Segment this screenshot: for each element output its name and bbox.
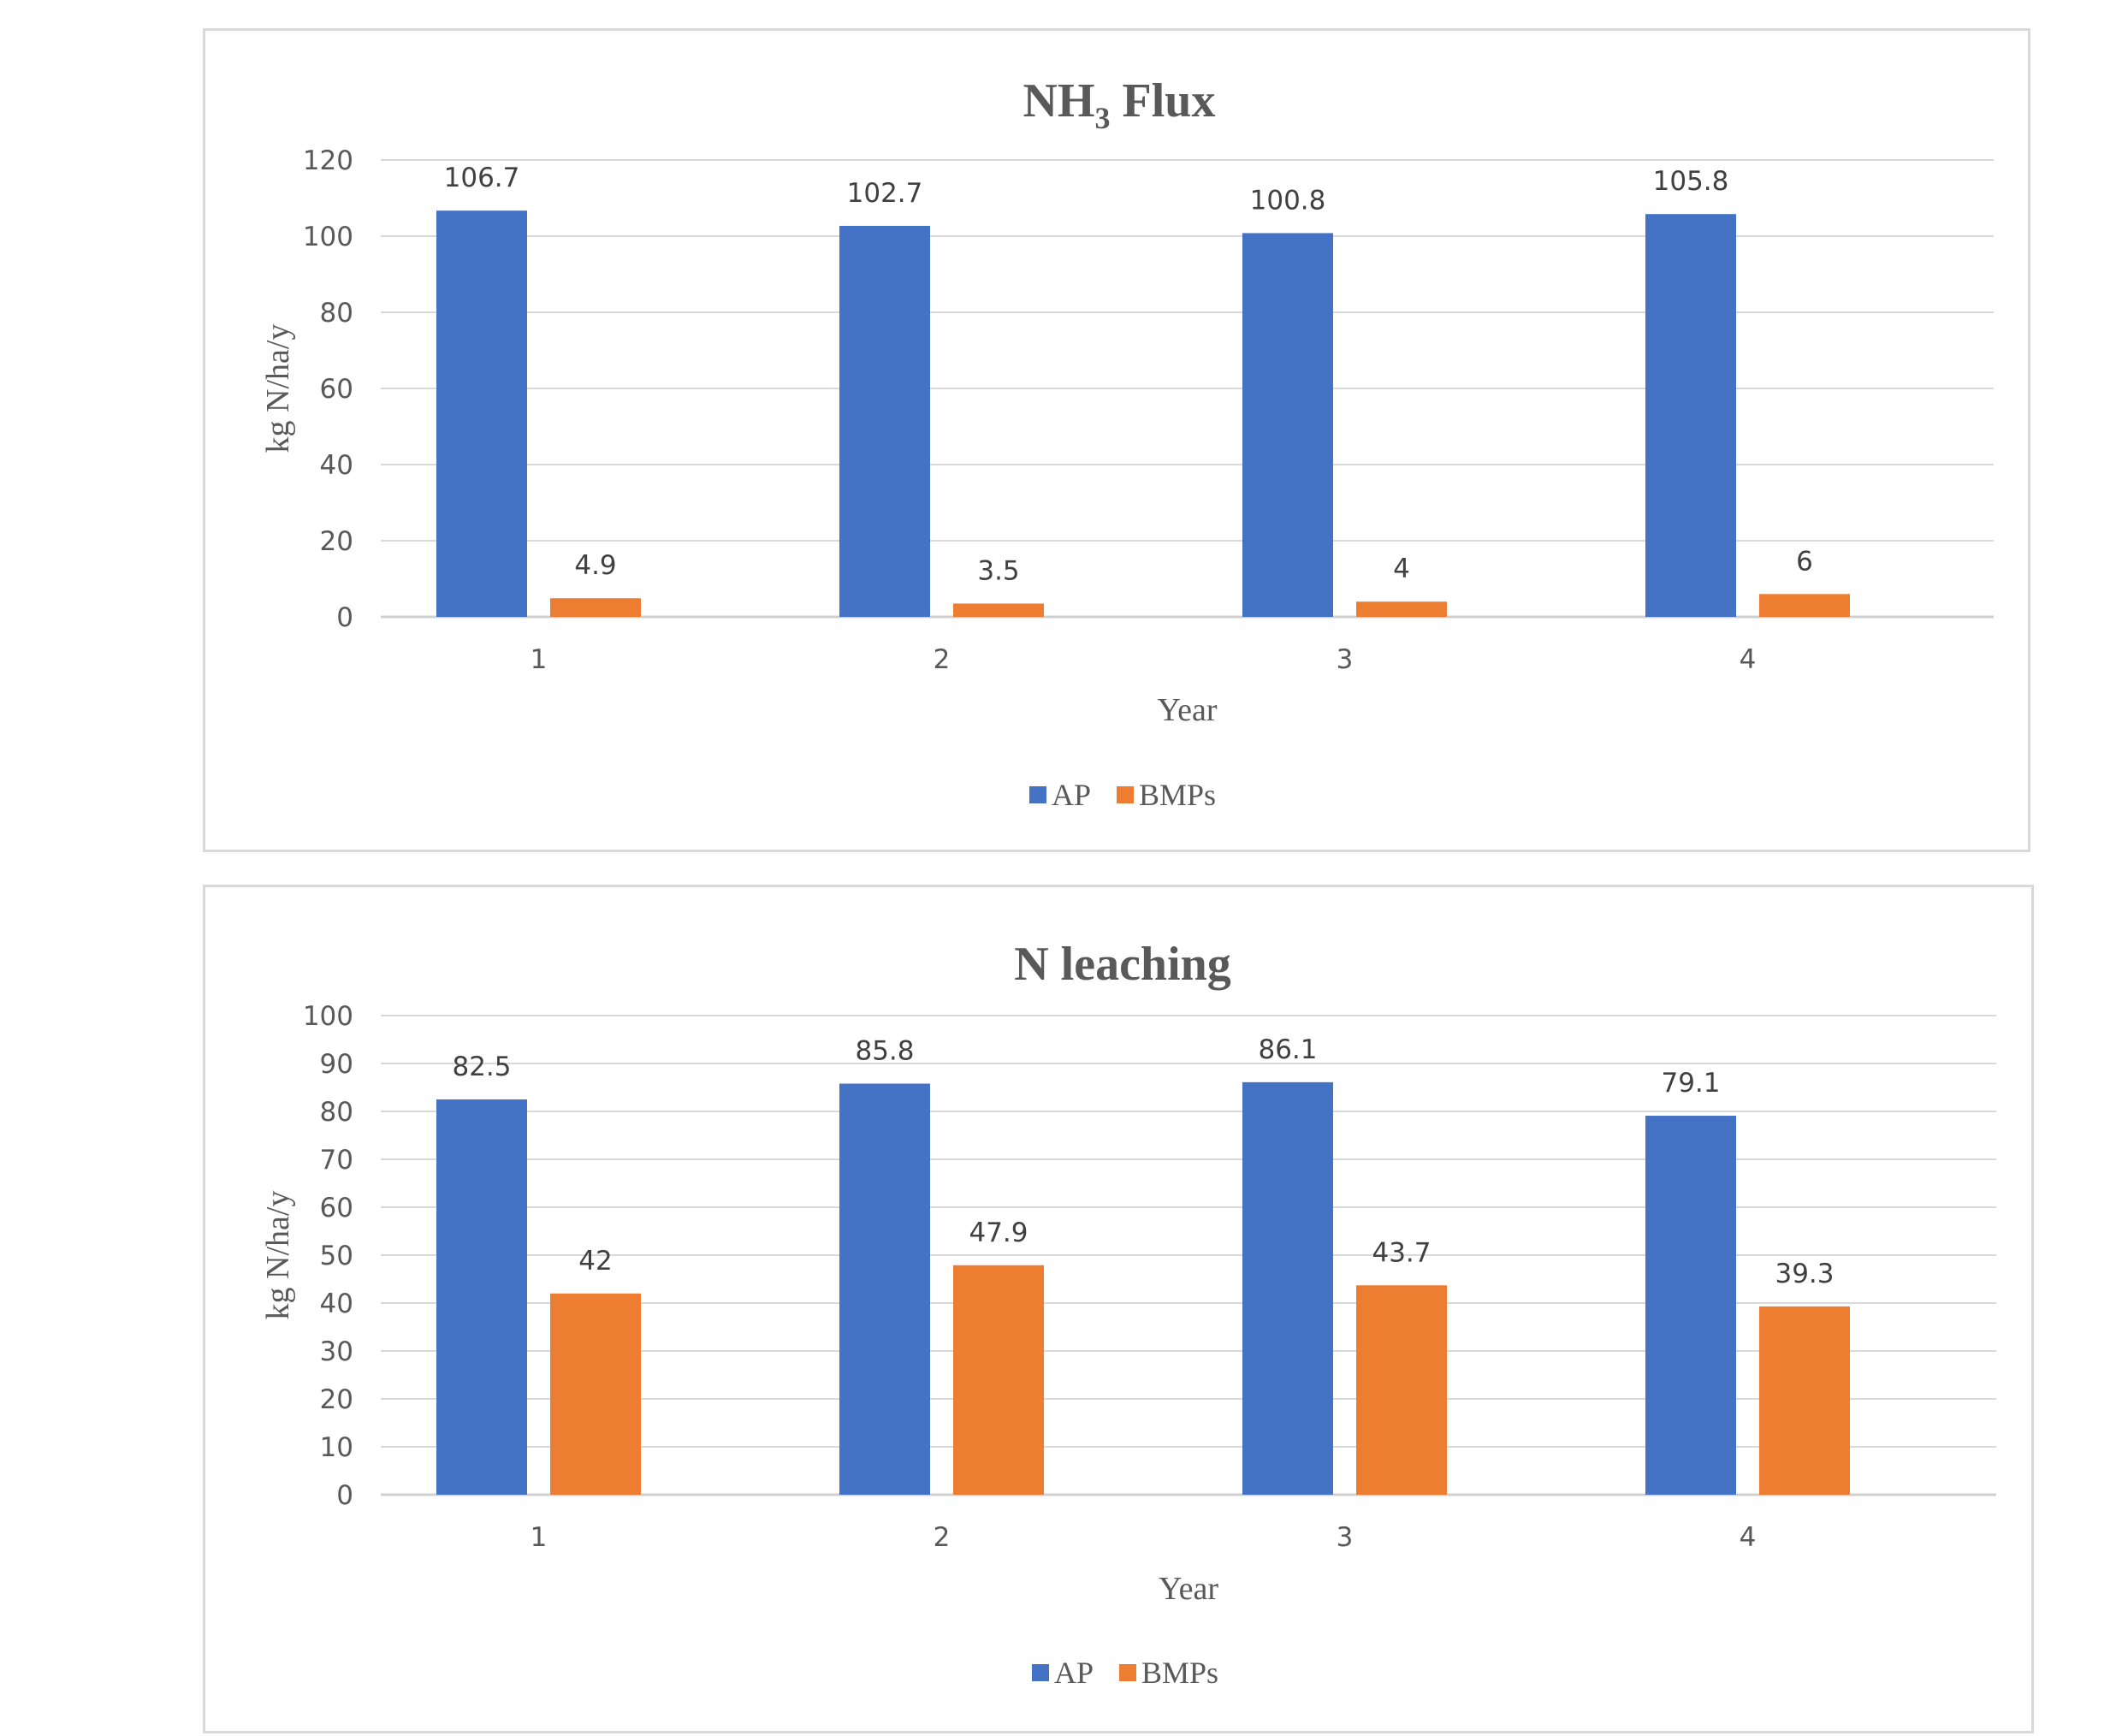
y-tick-label: 0 [336, 1480, 353, 1511]
legend-swatch-ap [1032, 1664, 1049, 1681]
chart-panel-nh3-flux: NH3 Flux 0 20 40 60 80 100 120 106.7 4.9 1 102.7 3.5… [203, 28, 2030, 852]
data-label: 86.1 [1258, 1034, 1317, 1065]
legend-swatch-bmps [1117, 786, 1134, 803]
x-axis-title: Year [1159, 1571, 1218, 1607]
bar-bmps [953, 1265, 1044, 1495]
data-label: 106.7 [444, 163, 520, 193]
y-tick-label: 0 [336, 602, 353, 633]
x-tick-label: 2 [934, 1522, 951, 1553]
data-label: 100.8 [1250, 185, 1326, 216]
x-axis-title: Year [1157, 692, 1217, 728]
bar-bmps [1356, 601, 1447, 617]
data-label: 6 [1796, 546, 1813, 577]
x-tick-label: 3 [1337, 644, 1354, 675]
chart-title-main: NH [1023, 74, 1095, 127]
y-tick-label: 20 [320, 1384, 353, 1415]
y-tick-label: 10 [320, 1432, 353, 1463]
bar-ap [1242, 1081, 1333, 1495]
x-tick-label: 2 [934, 644, 951, 675]
bar-ap [1645, 1116, 1736, 1495]
data-label: 39.3 [1775, 1259, 1834, 1289]
chart-title-rest: Flux [1111, 74, 1216, 127]
y-tick-label: 20 [320, 526, 353, 557]
y-tick-label: 30 [320, 1336, 353, 1367]
data-label: 42 [578, 1246, 612, 1277]
bar-bmps [550, 598, 641, 617]
y-tick-label: 80 [320, 298, 353, 329]
data-label: 47.9 [969, 1218, 1028, 1248]
bar-bmps [953, 603, 1044, 617]
data-label: 79.1 [1661, 1068, 1720, 1099]
legend-label: AP [1054, 1656, 1094, 1690]
data-label: 4.9 [574, 550, 616, 581]
bar-bmps [1759, 594, 1850, 617]
data-label: 43.7 [1372, 1237, 1431, 1268]
bar-bmps [1759, 1306, 1850, 1495]
chart-title: N leaching [1014, 938, 1231, 991]
y-tick-label: 70 [320, 1145, 353, 1176]
x-tick-label: 4 [1740, 644, 1757, 675]
y-tick-label: 60 [320, 1193, 353, 1223]
y-tick-label: 90 [320, 1049, 353, 1080]
bar-ap [436, 210, 527, 617]
bar-bmps [1356, 1285, 1447, 1495]
data-label: 85.8 [855, 1036, 914, 1067]
y-tick-label: 40 [320, 1289, 353, 1319]
bar-ap [839, 1083, 930, 1495]
data-label: 105.8 [1653, 166, 1729, 197]
y-tick-label: 100 [303, 1001, 353, 1032]
bar-ap [436, 1099, 527, 1495]
bar-bmps [550, 1293, 641, 1495]
x-tick-label: 4 [1740, 1522, 1757, 1553]
y-axis-title: kg N/ha/y [260, 324, 296, 453]
y-tick-label: 50 [320, 1241, 353, 1271]
x-tick-label: 1 [530, 644, 548, 675]
y-axis-title: kg N/ha/y [260, 1191, 296, 1320]
data-label: 4 [1393, 554, 1410, 584]
legend-label: BMPs [1139, 778, 1216, 812]
y-tick-label: 80 [320, 1097, 353, 1128]
chart-panel-n-leaching: N leaching 0 10 20 30 40 50 60 70 80 90 100 82.5 42 1 8… [203, 885, 2034, 1733]
y-tick-label: 120 [303, 145, 353, 176]
chart-n-leaching: N leaching010203040506070809010082.54218… [260, 938, 1996, 1690]
legend-label: BMPs [1141, 1656, 1218, 1690]
legend-swatch-bmps [1119, 1664, 1136, 1681]
data-label: 3.5 [977, 555, 1019, 586]
bar-ap [839, 225, 930, 617]
y-tick-label: 100 [303, 222, 353, 252]
chart-title: NH3 Flux [1023, 74, 1216, 135]
chart-title-subscript: 3 [1095, 101, 1111, 135]
chart-title-main: N leaching [1014, 938, 1231, 991]
data-label: 102.7 [847, 178, 923, 209]
bar-ap [1645, 214, 1736, 617]
bar-ap [1242, 233, 1333, 617]
legend-label: AP [1052, 778, 1091, 812]
legend-swatch-ap [1029, 786, 1046, 803]
y-tick-label: 40 [320, 450, 353, 481]
y-tick-label: 60 [320, 374, 353, 405]
chart-nh3-flux: NH3 Flux020406080100120106.74.91102.73.5… [260, 74, 1994, 812]
data-label: 82.5 [452, 1052, 511, 1082]
x-tick-label: 1 [530, 1522, 548, 1553]
x-tick-label: 3 [1337, 1522, 1354, 1553]
